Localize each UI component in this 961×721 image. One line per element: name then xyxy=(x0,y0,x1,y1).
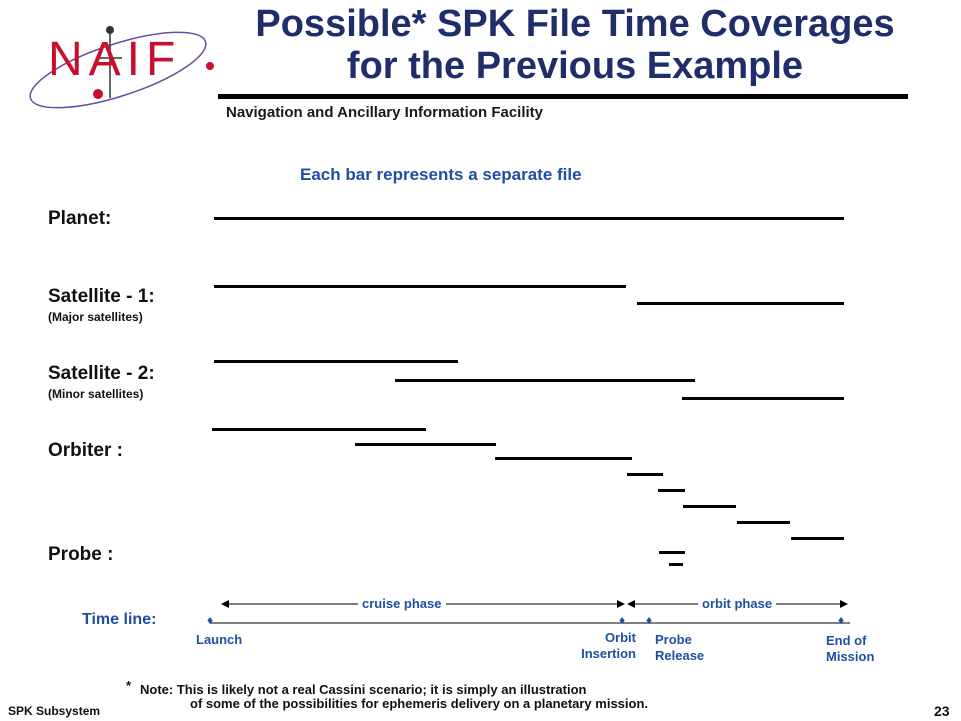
planet-coverage-bar xyxy=(214,217,844,220)
launch-label: Launch xyxy=(196,632,243,647)
footer-subsystem: SPK Subsystem xyxy=(8,704,101,718)
satellite1-label: Satellite - 1: xyxy=(48,286,155,307)
cruise-phase-label: cruise phase xyxy=(358,596,446,611)
page-title-line2: for the Previous Example xyxy=(346,45,804,87)
probe-release-marker-icon: ♦ xyxy=(646,613,653,627)
end-mission-marker-icon: ♦ xyxy=(838,613,845,627)
note-line2: of some of the possibilities for ephemer… xyxy=(190,696,649,711)
page-title-line1: Possible* SPK File Time Coverages xyxy=(255,3,895,45)
note-star: * xyxy=(126,678,132,693)
satellite2-sublabel: (Minor satellites) xyxy=(48,387,144,401)
end-mission-label: End of Mission xyxy=(826,633,874,665)
diagram-caption: Each bar represents a separate file xyxy=(300,165,582,184)
logo-text: NAIF xyxy=(48,33,182,86)
planet-label: Planet: xyxy=(48,208,112,229)
satellite2-coverage-bar xyxy=(682,397,844,400)
orbiter-coverage-bar xyxy=(495,457,632,460)
naif-logo: NAIF xyxy=(18,18,218,118)
orbit-insertion-line2: Insertion xyxy=(581,646,636,661)
orbiter-coverage-bar xyxy=(355,443,496,446)
orbiter-label: Orbiter : xyxy=(48,440,123,461)
launch-marker-icon: ♦ xyxy=(207,613,214,627)
end-mission-line1: End of xyxy=(826,633,867,648)
probe-coverage-bar xyxy=(659,551,685,554)
orbiter-coverage-bar xyxy=(683,505,736,508)
timeline-label: Time line: xyxy=(82,611,157,628)
satellite1-coverage-bar xyxy=(214,285,626,288)
orbit-insertion-label: Orbit Insertion xyxy=(562,630,636,662)
probe-coverage-bar xyxy=(669,563,683,566)
note-line1: Note: This is likely not a real Cassini … xyxy=(140,682,587,697)
orbiter-coverage-bar xyxy=(737,521,790,524)
orbit-insertion-line1: Orbit xyxy=(604,630,636,645)
satellite2-coverage-bar xyxy=(214,360,458,363)
orbit-logo-icon xyxy=(29,26,214,109)
orbiter-coverage-bar xyxy=(658,489,685,492)
probe-release-line2: Release xyxy=(655,648,705,663)
end-mission-line2: Mission xyxy=(826,649,875,664)
satellite2-label: Satellite - 2: xyxy=(48,363,155,384)
orbiter-coverage-bar xyxy=(791,537,844,540)
orbiter-coverage-bar xyxy=(627,473,663,476)
title-rule xyxy=(218,94,908,99)
page-number: 23 xyxy=(934,703,950,719)
orbiter-coverage-bar xyxy=(212,428,426,431)
probe-release-line1: Probe xyxy=(655,632,692,647)
probe-label: Probe : xyxy=(48,544,114,565)
orbit-phase-label: orbit phase xyxy=(698,596,777,611)
satellite1-coverage-bar xyxy=(637,302,844,305)
facility-subtitle: Navigation and Ancillary Information Fac… xyxy=(226,104,543,121)
satellite2-coverage-bar xyxy=(395,379,695,382)
orbit-insertion-marker-icon: ♦ xyxy=(619,613,626,627)
satellite1-sublabel: (Major satellites) xyxy=(48,310,143,324)
probe-release-label: Probe Release xyxy=(655,632,704,664)
